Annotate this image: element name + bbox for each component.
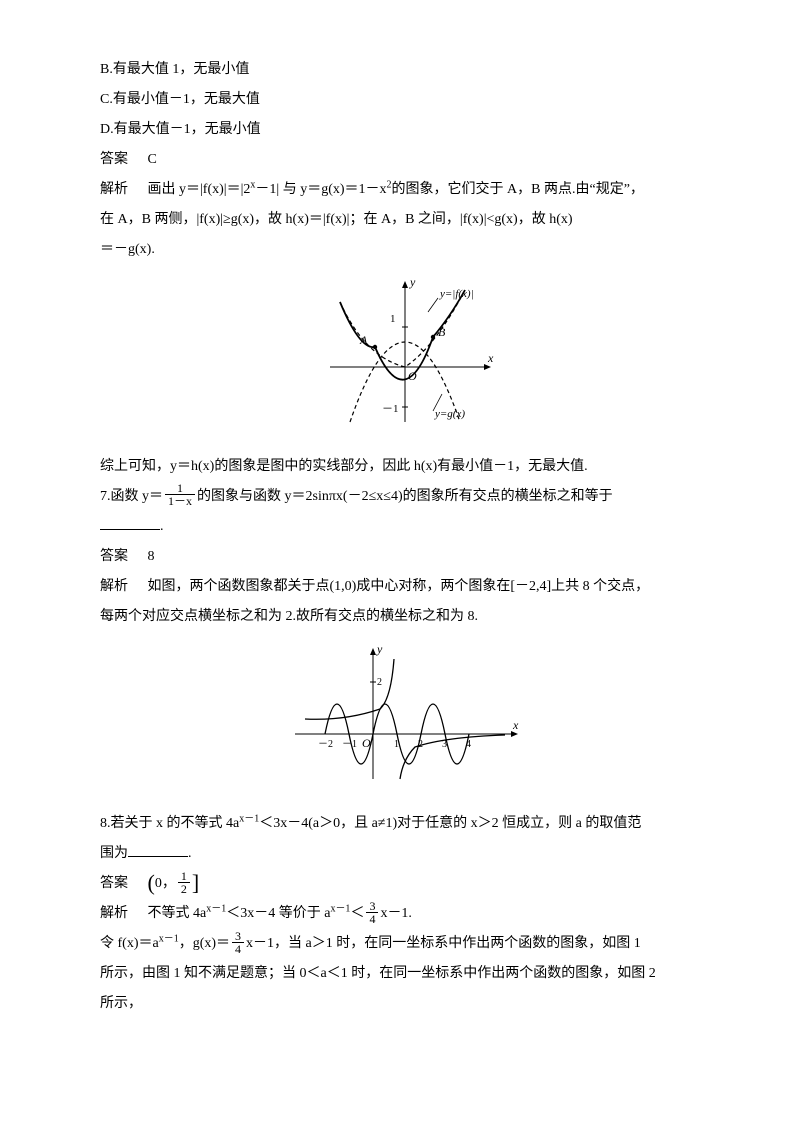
curve-h-left xyxy=(340,302,375,347)
x-axis-label: x xyxy=(512,718,519,732)
answer-blank xyxy=(128,843,188,857)
hyperbola-left xyxy=(305,659,394,719)
hyperbola-right xyxy=(400,735,505,779)
q8-answer-line: 答案 ( 0， 12 ] xyxy=(100,870,710,898)
sup-xm1: x－1 xyxy=(206,904,226,915)
svg-text:－2: －2 xyxy=(318,739,333,750)
q8-stem-1b: ＜3x－4(a＞0，且 a≠1)对于任意的 x＞2 恒成立，则 a 的取值范 xyxy=(259,816,641,831)
q6-option-d: D.有最大值－1，无最小值 xyxy=(100,116,710,144)
q8-stem-1: 8.若关于 x 的不等式 4ax－1＜3x－4(a＞0，且 a≠1)对于任意的 … xyxy=(100,810,710,838)
y-axis-label: y xyxy=(409,275,416,289)
q8-expl-1-frac: 34 xyxy=(366,900,378,925)
q8-explanation-3: 所示，由图 1 知不满足题意；当 0＜a＜1 时，在同一坐标系中作出两个函数的图… xyxy=(100,960,710,988)
q6-option-c: C.有最小值－1，无最大值 xyxy=(100,86,710,114)
q6-answer-line: 答案 C xyxy=(100,146,710,174)
x-axis-label: x xyxy=(487,351,494,365)
sup-xm1: x－1 xyxy=(159,934,179,945)
q8-explanation-2: 令 f(x)＝ax－1，g(x)＝34x－1，当 a＞1 时，在同一坐标系中作出… xyxy=(100,930,710,958)
interval-close: ] xyxy=(192,872,199,894)
q8-stem-1a: 8.若关于 x 的不等式 4a xyxy=(100,816,239,831)
q7-blank-line: . xyxy=(100,513,710,541)
interval-a: 0， xyxy=(155,870,176,898)
q8-expl-2b: ，g(x)＝ xyxy=(179,936,230,951)
point-a-label: A xyxy=(359,333,368,347)
tick-minus1: －1 xyxy=(382,403,399,415)
tick-y2: 2 xyxy=(377,677,382,688)
answer-blank xyxy=(100,516,160,530)
sup-xm1: x－1 xyxy=(239,813,259,824)
label-gx: y=g(x) xyxy=(434,408,465,420)
tick-1: 1 xyxy=(390,313,396,325)
y-axis-label: y xyxy=(376,642,383,656)
q8-stem-2: 围为. xyxy=(100,840,710,868)
q7-answer-value: 8 xyxy=(148,549,155,564)
q7-stem-b: 的图象与函数 y＝2sinπx(－2≤x≤4)的图象所有交点的横坐标之和等于 xyxy=(197,489,613,504)
q8-expl-1a: 不等式 4a xyxy=(148,906,207,921)
label-fx: y=|f(x)| xyxy=(439,288,474,300)
q6-expl-1c: 的图象，它们交于 A，B 两点.由“规定”， xyxy=(392,182,644,197)
q8-expl-2-frac: 34 xyxy=(232,930,244,955)
q6-explanation-3: ＝－g(x). xyxy=(100,236,710,264)
q6-option-b: B.有最大值 1，无最小值 xyxy=(100,56,710,84)
q8-answer-interval: ( 0， 12 ] xyxy=(148,870,200,898)
explanation-label: 解析 xyxy=(100,906,128,921)
q8-stem-2b: . xyxy=(188,846,192,861)
q8-expl-1b: ＜3x－4 等价于 a xyxy=(226,906,330,921)
q7-explanation-2: 每两个对应交点横坐标之和为 2.故所有交点的横坐标之和为 8. xyxy=(100,603,710,631)
explanation-label: 解析 xyxy=(100,182,128,197)
answer-label: 答案 xyxy=(100,152,128,167)
q6-figure: y x O 1 －1 A B y=|f(x)| y=g(x) xyxy=(100,272,710,443)
q7-expl-1: 如图，两个函数图象都关于点(1,0)成中心对称，两个图象在[－2,4]上共 8 … xyxy=(148,579,650,594)
q7-explanation-1: 解析 如图，两个函数图象都关于点(1,0)成中心对称，两个图象在[－2,4]上共… xyxy=(100,573,710,601)
answer-label: 答案 xyxy=(100,549,128,564)
q8-expl-1d: x－1. xyxy=(380,906,412,921)
q8-expl-2c: x－1，当 a＞1 时，在同一坐标系中作出两个函数的图象，如图 1 xyxy=(246,936,641,951)
page-content: B.有最大值 1，无最小值 C.有最小值－1，无最大值 D.有最大值－1，无最小… xyxy=(0,0,800,1060)
sup-xm1: x－1 xyxy=(330,904,350,915)
q6-expl-1b: －1| 与 y＝g(x)＝1－x xyxy=(255,182,386,197)
q7-tail: . xyxy=(160,519,164,534)
point-b-label: B xyxy=(438,325,446,339)
q7-stem-a: 7.函数 y＝ xyxy=(100,489,163,504)
explanation-label: 解析 xyxy=(100,579,128,594)
q7-fraction: 11－x xyxy=(165,482,195,507)
q6-answer-value: C xyxy=(148,152,157,167)
interval-open: ( xyxy=(148,872,155,894)
q6-explanation-2: 在 A，B 两侧，|f(x)|≥g(x)，故 h(x)＝|f(x)|；在 A，B… xyxy=(100,206,710,234)
q6-explanation-4: 综上可知，y＝h(x)的图象是图中的实线部分，因此 h(x)有最小值－1，无最大… xyxy=(100,453,710,481)
answer-label: 答案 xyxy=(100,876,128,891)
q8-expl-1c: ＜ xyxy=(350,906,364,921)
q7-figure: y x O －2 －1 1 2 3 4 2 xyxy=(100,639,710,800)
q6-explanation-1: 解析 画出 y＝|f(x)|＝|2x－1| 与 y＝g(x)＝1－x2的图象，它… xyxy=(100,176,710,204)
q8-explanation-4: 所示， xyxy=(100,990,710,1018)
q8-stem-2a: 围为 xyxy=(100,846,128,861)
q6-expl-1a: 画出 y＝|f(x)|＝|2 xyxy=(148,182,251,197)
q8-explanation-1: 解析 不等式 4ax－1＜3x－4 等价于 ax－1＜34x－1. xyxy=(100,900,710,928)
svg-text:－1: －1 xyxy=(342,739,357,750)
q8-expl-2a: 令 f(x)＝a xyxy=(100,936,159,951)
curve-fx-dashed xyxy=(340,290,465,367)
q7-stem: 7.函数 y＝11－x的图象与函数 y＝2sinπx(－2≤x≤4)的图象所有交… xyxy=(100,483,710,511)
q7-answer-line: 答案 8 xyxy=(100,543,710,571)
interval-frac: 12 xyxy=(178,870,190,895)
